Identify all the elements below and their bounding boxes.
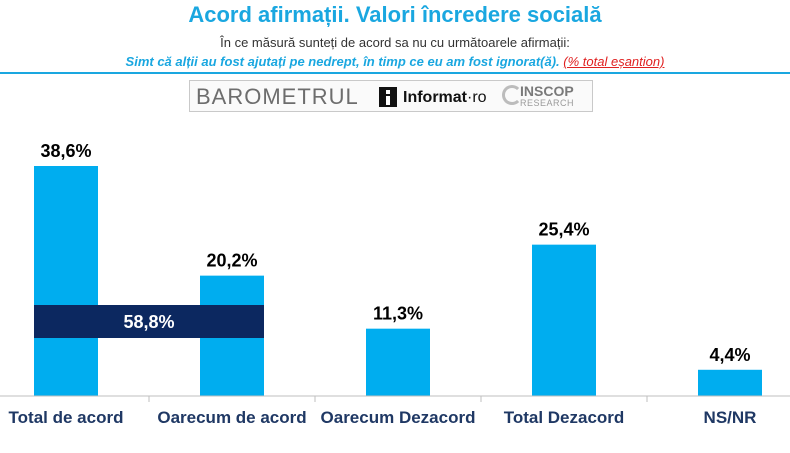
aggregate-agree-box (34, 305, 264, 338)
sponsor-logo-strip: BAROMETRUL Informat·ro INSCOP RESEARCH (189, 80, 593, 112)
category-label-5: NS/NR (704, 408, 757, 427)
inscop-research-text: RESEARCH (520, 98, 575, 108)
value-label-4: 25,4% (538, 220, 589, 240)
category-label-1: Total de acord (9, 408, 124, 427)
bar-3 (366, 328, 430, 396)
sample-note: (% total eșantion) (563, 54, 665, 69)
category-label-4: Total Dezacord (504, 408, 625, 427)
question-text: În ce măsură sunteți de acord sa nu cu u… (220, 35, 570, 50)
statement-text: Simt că alții au fost ajutați pe nedrept… (0, 54, 790, 69)
barometrul-logo: BAROMETRUL (196, 84, 359, 109)
header-divider (0, 72, 790, 74)
value-label-2: 20,2% (206, 251, 257, 271)
bar-5 (698, 369, 762, 396)
value-label-3: 11,3% (373, 304, 423, 324)
chart-title: Acord afirmații. Valori încredere social… (188, 2, 602, 27)
value-label-1: 38,6% (40, 141, 91, 161)
aggregate-agree-label: 58,8% (123, 312, 174, 332)
inscop-logo: INSCOP (520, 83, 574, 99)
statement-main: Simt că alții au fost ajutați pe nedrept… (125, 54, 560, 69)
category-label-3: Oarecum Dezacord (321, 408, 476, 427)
bar-1 (34, 166, 98, 396)
category-label-2: Oarecum de acord (157, 408, 306, 427)
bar-4 (532, 244, 596, 396)
inscop-swoosh-icon (502, 85, 522, 105)
informat-logo: Informat·ro (403, 89, 487, 106)
informat-icon (379, 87, 397, 107)
value-label-5: 4,4% (709, 345, 750, 365)
